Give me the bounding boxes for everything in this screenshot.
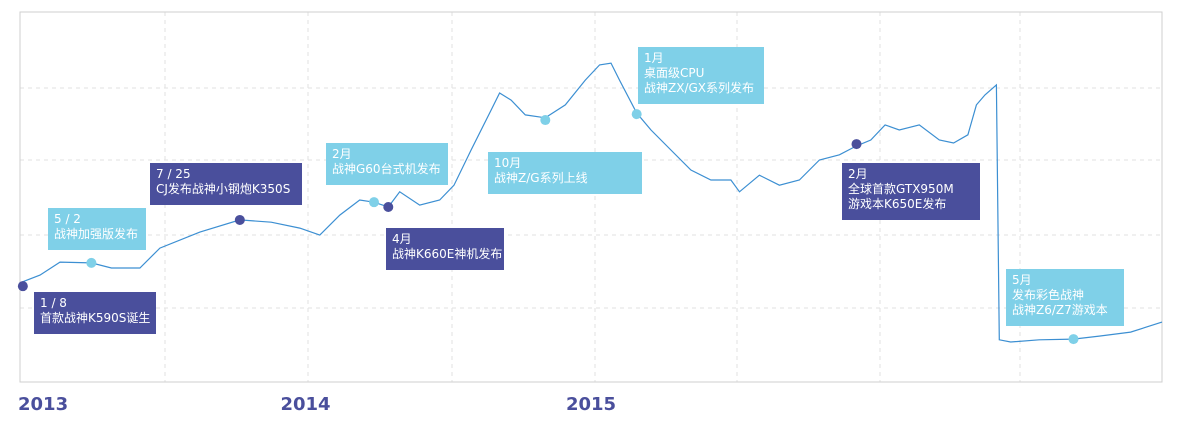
event-dot (369, 197, 380, 208)
event-box (1006, 269, 1124, 326)
event-text: 7 / 25 (156, 167, 191, 181)
event-text: 首款战神K590S诞生 (40, 311, 150, 325)
event-text: 10月 (494, 156, 521, 170)
event-text: 战神K660E神机发布 (392, 246, 502, 261)
event-text: 战神加强版发布 (54, 226, 138, 241)
plot-frame (19, 11, 1163, 383)
event-box (48, 208, 146, 250)
event-text: 战神Z6/Z7游戏本 (1012, 303, 1108, 317)
x-tick-label: 2013 (18, 394, 68, 415)
x-tick-label: 2015 (566, 394, 616, 415)
event-box (326, 143, 448, 185)
event-text: 发布彩色战神 (1012, 287, 1084, 302)
event-box (488, 152, 642, 194)
event-text: 2月 (848, 167, 868, 181)
event-text: 4月 (392, 232, 412, 246)
event-text: 1月 (644, 51, 664, 65)
event-dot (234, 214, 245, 225)
event-dot (631, 109, 642, 120)
event-text: 全球首款GTX950M (848, 181, 954, 196)
event-dot (851, 139, 862, 150)
event-dot (1068, 334, 1079, 345)
event-box (638, 47, 764, 104)
x-tick-label: 2014 (280, 394, 330, 415)
event-text: 战神ZX/GX系列发布 (644, 80, 754, 95)
event-dot (383, 201, 394, 212)
event-box (842, 163, 980, 220)
event-text: 战神Z/G系列上线 (494, 171, 588, 185)
event-dot (86, 257, 97, 268)
event-box (34, 292, 156, 334)
event-text: 5月 (1012, 273, 1032, 287)
event-text: 2月 (332, 147, 352, 161)
event-text: 5 / 2 (54, 212, 81, 226)
event-dot (17, 281, 28, 292)
event-box (386, 228, 504, 270)
price-line (19, 62, 1163, 343)
event-text: 1 / 8 (40, 296, 67, 310)
event-dot (540, 115, 551, 126)
event-text: 游戏本K650E发布 (848, 196, 946, 211)
event-box (150, 163, 302, 205)
event-text: 桌面级CPU (644, 66, 704, 80)
event-text: CJ发布战神小钢炮K350S (156, 181, 290, 196)
event-text: 战神G60台式机发布 (332, 161, 441, 176)
